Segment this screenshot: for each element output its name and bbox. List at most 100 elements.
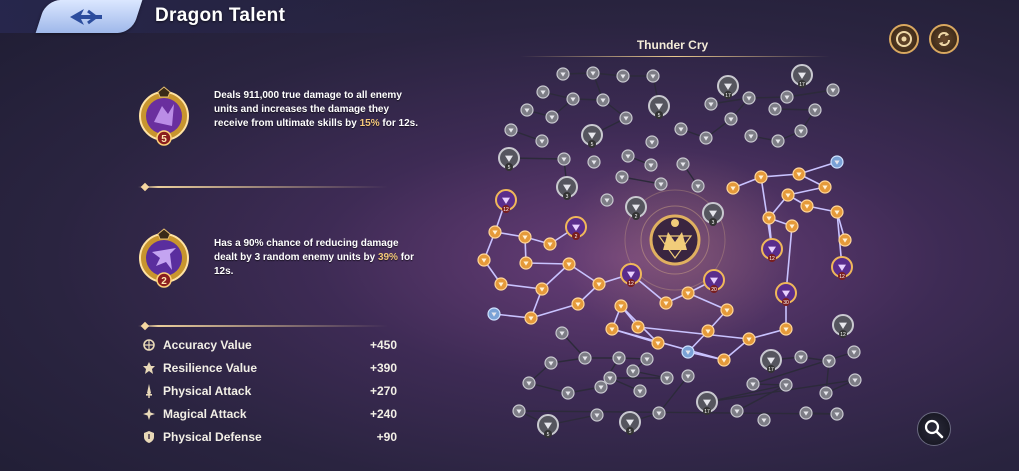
talent-node-active[interactable] bbox=[742, 332, 756, 346]
talent-node-major-locked[interactable]: 3 bbox=[702, 202, 724, 226]
talent-node-locked[interactable] bbox=[808, 103, 822, 117]
talent-node-locked[interactable] bbox=[676, 157, 690, 171]
talent-node-locked[interactable] bbox=[594, 380, 608, 394]
talent-node-locked[interactable] bbox=[615, 170, 629, 184]
talent-node-locked[interactable] bbox=[544, 356, 558, 370]
talent-node-locked[interactable] bbox=[654, 177, 668, 191]
talent-node-active[interactable] bbox=[494, 277, 508, 291]
talent-node-major-locked[interactable]: 5 bbox=[537, 414, 559, 438]
talent-node-active[interactable] bbox=[524, 311, 538, 325]
talent-node-major-active[interactable]: 2 bbox=[565, 216, 587, 240]
talent-node-locked[interactable] bbox=[660, 371, 674, 385]
talent-node-active[interactable] bbox=[818, 180, 832, 194]
talent-node-locked[interactable] bbox=[848, 373, 862, 387]
skill-badge-2[interactable]: 2 bbox=[138, 228, 190, 288]
talent-node-active[interactable] bbox=[592, 277, 606, 291]
talent-node-active[interactable] bbox=[562, 257, 576, 271]
talent-node-locked[interactable] bbox=[744, 129, 758, 143]
talent-node-major-active[interactable]: 12 bbox=[495, 189, 517, 213]
talent-node-active[interactable] bbox=[535, 282, 549, 296]
talent-node-locked[interactable] bbox=[644, 158, 658, 172]
talent-node-active[interactable] bbox=[631, 320, 645, 334]
talent-node-locked[interactable] bbox=[830, 407, 844, 421]
talent-node-locked[interactable] bbox=[704, 97, 718, 111]
talent-node-active[interactable] bbox=[830, 205, 844, 219]
talent-node-active[interactable] bbox=[701, 324, 715, 338]
talent-node-active[interactable] bbox=[838, 233, 852, 247]
talent-node-active[interactable] bbox=[779, 322, 793, 336]
talent-node-active[interactable] bbox=[720, 303, 734, 317]
talent-node-major-locked[interactable]: 12 bbox=[832, 314, 854, 338]
talent-node-locked[interactable] bbox=[768, 102, 782, 116]
talent-node-locked[interactable] bbox=[522, 376, 536, 390]
talent-node-active[interactable] bbox=[477, 253, 491, 267]
talent-node-locked[interactable] bbox=[681, 369, 695, 383]
talent-node-locked[interactable] bbox=[691, 179, 705, 193]
talent-node-locked[interactable] bbox=[794, 124, 808, 138]
talent-node-major-locked[interactable]: 5 bbox=[581, 124, 603, 148]
talent-node-active[interactable] bbox=[518, 230, 532, 244]
talent-node-locked[interactable] bbox=[504, 123, 518, 137]
talent-node-locked[interactable] bbox=[724, 112, 738, 126]
talent-node-major-active[interactable]: 30 bbox=[775, 282, 797, 306]
talent-node-major-locked[interactable]: 17 bbox=[696, 391, 718, 415]
talent-node-locked[interactable] bbox=[578, 351, 592, 365]
talent-node-major-locked[interactable]: 5 bbox=[619, 411, 641, 435]
talent-node-locked[interactable] bbox=[674, 122, 688, 136]
talent-node-locked[interactable] bbox=[780, 90, 794, 104]
talent-node-active[interactable] bbox=[614, 299, 628, 313]
talent-node-active[interactable] bbox=[785, 219, 799, 233]
talent-node-locked[interactable] bbox=[590, 408, 604, 422]
talent-node-major-locked[interactable]: 17 bbox=[717, 75, 739, 99]
talent-node-active[interactable] bbox=[605, 322, 619, 336]
talent-node-active[interactable] bbox=[488, 225, 502, 239]
talent-node-locked[interactable] bbox=[699, 131, 713, 145]
talent-node-major-locked[interactable]: 17 bbox=[760, 349, 782, 373]
talent-node-locked[interactable] bbox=[561, 386, 575, 400]
talent-node-locked[interactable] bbox=[626, 364, 640, 378]
talent-node-active[interactable] bbox=[792, 167, 806, 181]
talent-node-active[interactable] bbox=[681, 286, 695, 300]
talent-node-major-active[interactable]: 20 bbox=[703, 269, 725, 293]
talent-node-locked[interactable] bbox=[621, 149, 635, 163]
talent-node-locked[interactable] bbox=[536, 85, 550, 99]
talent-node-locked[interactable] bbox=[555, 326, 569, 340]
talent-node-active[interactable] bbox=[762, 211, 776, 225]
talent-node-active[interactable] bbox=[651, 336, 665, 350]
talent-node-locked[interactable] bbox=[822, 354, 836, 368]
talent-node-locked[interactable] bbox=[826, 83, 840, 97]
talent-node-special[interactable] bbox=[487, 307, 501, 321]
talent-node-locked[interactable] bbox=[616, 69, 630, 83]
talent-node-locked[interactable] bbox=[640, 352, 654, 366]
talent-node-locked[interactable] bbox=[746, 377, 760, 391]
talent-node-locked[interactable] bbox=[545, 110, 559, 124]
talent-node-locked[interactable] bbox=[596, 93, 610, 107]
talent-node-locked[interactable] bbox=[603, 371, 617, 385]
target-button[interactable] bbox=[889, 24, 919, 54]
talent-node-locked[interactable] bbox=[646, 69, 660, 83]
talent-node-active[interactable] bbox=[571, 297, 585, 311]
talent-node-locked[interactable] bbox=[730, 404, 744, 418]
talent-node-special[interactable] bbox=[681, 345, 695, 359]
talent-node-active[interactable] bbox=[659, 296, 673, 310]
zoom-button[interactable] bbox=[917, 412, 951, 446]
talent-node-active[interactable] bbox=[800, 199, 814, 213]
talent-node-special[interactable] bbox=[830, 155, 844, 169]
talent-node-locked[interactable] bbox=[645, 135, 659, 149]
talent-node-locked[interactable] bbox=[587, 155, 601, 169]
talent-node-active[interactable] bbox=[726, 181, 740, 195]
talent-node-active[interactable] bbox=[781, 188, 795, 202]
talent-node-locked[interactable] bbox=[742, 91, 756, 105]
talent-node-locked[interactable] bbox=[556, 67, 570, 81]
talent-node-major-locked[interactable]: 5 bbox=[648, 95, 670, 119]
talent-node-active[interactable] bbox=[754, 170, 768, 184]
talent-node-locked[interactable] bbox=[520, 103, 534, 117]
talent-node-locked[interactable] bbox=[794, 350, 808, 364]
talent-node-active[interactable] bbox=[519, 256, 533, 270]
talent-node-locked[interactable] bbox=[586, 66, 600, 80]
talent-node-locked[interactable] bbox=[652, 406, 666, 420]
talent-node-major-active[interactable]: 12 bbox=[831, 256, 853, 280]
talent-node-locked[interactable] bbox=[633, 384, 647, 398]
talent-node-locked[interactable] bbox=[757, 413, 771, 427]
talent-node-locked[interactable] bbox=[612, 351, 626, 365]
